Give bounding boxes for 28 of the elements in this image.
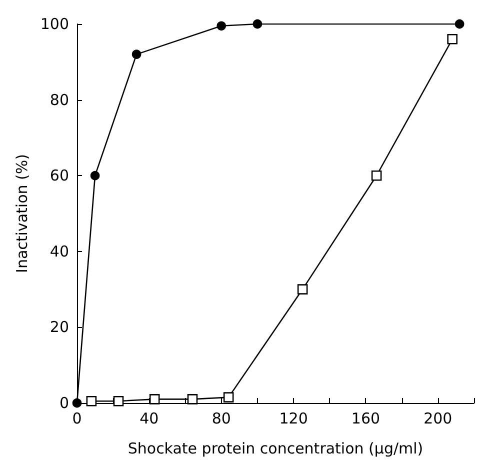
x-tick-label: 200 — [424, 410, 452, 428]
point — [297, 284, 308, 294]
y-tick-label: 20 — [50, 318, 69, 336]
point — [132, 50, 142, 59]
point — [371, 170, 382, 181]
y-tick-label: 100 — [40, 15, 69, 33]
x-axis-title: Shockate protein concentration (µg/ml) — [128, 440, 424, 458]
y-tick-label: 60 — [50, 166, 69, 185]
point — [72, 398, 82, 408]
point — [454, 19, 464, 29]
point — [86, 396, 97, 406]
x-tick-label: 0 — [72, 410, 82, 428]
x-tick-label: 80 — [212, 410, 231, 428]
x-tick-label: 120 — [279, 410, 308, 428]
point — [216, 21, 226, 31]
point — [223, 392, 234, 402]
point — [113, 396, 124, 406]
point — [252, 19, 262, 29]
point — [447, 34, 458, 44]
x-tick-label: 160 — [351, 410, 380, 428]
point — [187, 394, 198, 404]
y-tick-label: 40 — [50, 242, 69, 260]
y-tick-label: 80 — [50, 90, 69, 109]
y-axis-title: Inactivation (%) — [12, 154, 31, 273]
x-tick-label: 40 — [140, 410, 159, 428]
point — [149, 394, 160, 404]
point — [90, 170, 100, 180]
y-tick-label: 0 — [59, 394, 69, 412]
